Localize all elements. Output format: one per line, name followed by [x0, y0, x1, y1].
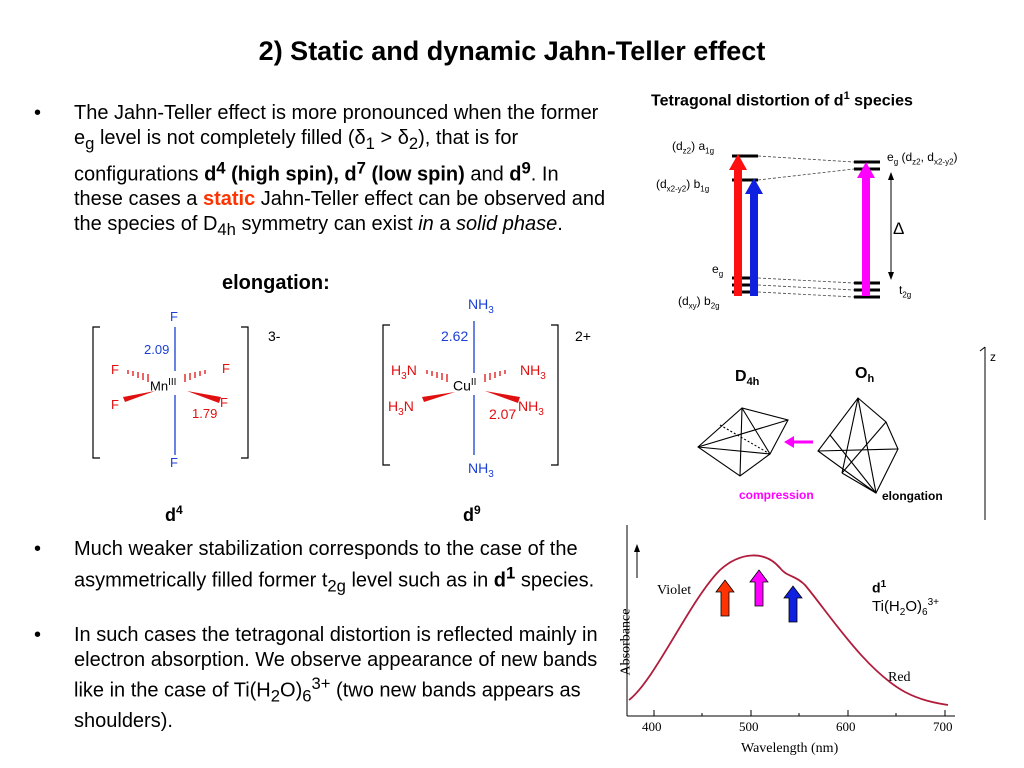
cu-top-nh3: NH3: [468, 296, 494, 316]
x-axis-label: Wavelength (nm): [741, 741, 839, 756]
cu-metal: CuII: [453, 377, 477, 394]
cu-axial-length: 2.62: [441, 328, 469, 344]
x-tick-600: 600: [836, 719, 856, 734]
mn-bottom-f: F: [170, 455, 178, 470]
diagram-title: Tetragonal distortion of d1 species: [651, 90, 913, 110]
spectrum-formula: Ti(H2O)63+: [872, 597, 939, 618]
mn-equatorial-length: 1.79: [192, 406, 218, 421]
mn-right-f-lower: F: [220, 395, 228, 410]
absorption-spectrum: [626, 525, 955, 717]
z-axis-label: z: [990, 350, 996, 364]
b1g-label: (dx2-y2) b1g: [656, 177, 710, 194]
mn-top-f: F: [170, 309, 178, 324]
mn-complex-structure: [92, 326, 249, 459]
eg-left-label: eg: [712, 262, 724, 279]
x-tick-500: 500: [739, 719, 759, 734]
page-title: 2) Static and dynamic Jahn-Teller effect: [258, 36, 766, 66]
y-axis-label: Absorbance: [618, 608, 634, 676]
b2g-label: (dxy) b2g: [678, 294, 720, 311]
x-tick-700: 700: [933, 719, 953, 734]
orange-band-arrow: [715, 579, 735, 617]
bullet-2-text: Much weaker stabilization corresponds to…: [74, 538, 595, 596]
mn-axial-length: 2.09: [144, 342, 170, 357]
t2g-label: t2g: [899, 283, 912, 300]
cu-bottom-nh3: NH3: [468, 460, 494, 480]
cu-right-nh3-upper: NH3: [520, 362, 546, 382]
static-highlight: static: [202, 188, 256, 211]
x-tick-400: 400: [642, 719, 662, 734]
eg-right-label: eg (dz2, dx2-y2): [887, 150, 958, 167]
magenta-band-arrow: [749, 569, 769, 607]
elongation-heading: elongation:: [222, 272, 330, 294]
bullet-dot: •: [34, 624, 42, 646]
absorbance-curve: [628, 554, 949, 706]
bullet-dot: •: [34, 538, 42, 560]
mn-charge: 3-: [268, 328, 281, 344]
cu-equatorial-length: 2.07: [489, 406, 517, 422]
cu-right-nh3-lower: NH3: [518, 398, 544, 418]
cu-complex-structure: [382, 321, 559, 466]
red-transition-arrow: [734, 168, 742, 296]
energy-level-diagram: [729, 154, 894, 299]
oh-label: Oh: [855, 365, 875, 386]
mn-metal: MnIII: [150, 377, 177, 394]
cu-left-h3n-upper: H3N: [391, 362, 417, 382]
a1g-label: (dz2) a1g: [672, 139, 715, 156]
bullet-1-text: The Jahn-Teller effect is more pronounce…: [74, 102, 606, 239]
bullet-dot: •: [34, 102, 42, 124]
cu-left-h3n-lower: H3N: [388, 398, 414, 418]
mn-left-f-lower: F: [111, 397, 119, 412]
blue-transition-arrow: [750, 192, 758, 296]
elongation-label: elongation: [882, 489, 943, 503]
delta-label: Δ: [893, 219, 905, 238]
octahedra-illustration: [697, 346, 986, 520]
magenta-transition-arrow: [862, 176, 870, 296]
spectrum-species-config: d1: [872, 579, 887, 596]
cu-charge: 2+: [575, 328, 591, 344]
blue-band-arrow: [783, 585, 803, 623]
mn-config: d4: [165, 503, 183, 525]
compression-label: compression: [739, 488, 814, 502]
bullet-3-text: In such cases the tetragonal distortion …: [74, 624, 598, 733]
mn-right-f-upper: F: [222, 361, 230, 376]
red-label: Red: [888, 670, 911, 685]
cu-config: d9: [463, 503, 481, 525]
d4h-label: D4h: [735, 368, 760, 389]
mn-left-f-upper: F: [111, 362, 119, 377]
violet-label: Violet: [657, 583, 692, 598]
